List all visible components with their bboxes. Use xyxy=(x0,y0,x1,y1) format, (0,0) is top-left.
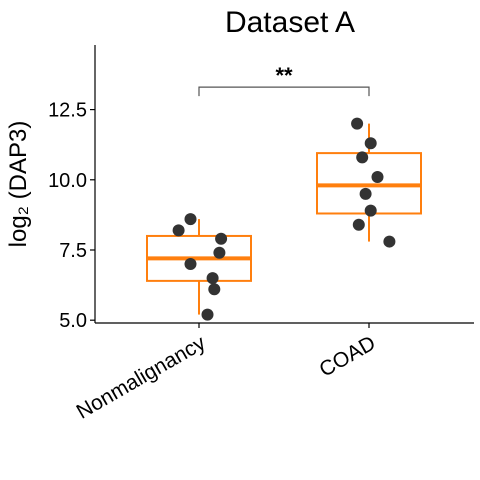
points-layer xyxy=(172,117,396,321)
data-point xyxy=(383,235,396,248)
boxes-layer xyxy=(146,123,422,315)
data-point xyxy=(364,204,377,217)
data-point xyxy=(184,213,197,226)
data-point xyxy=(184,258,197,271)
data-point xyxy=(352,218,365,231)
data-point xyxy=(215,232,228,245)
y-tick-label: 5.0 xyxy=(59,310,87,332)
y-axis-label: log₂ (DAP3) xyxy=(5,121,32,248)
y-tick-label: 7.5 xyxy=(59,240,87,262)
data-point xyxy=(364,137,377,150)
data-point xyxy=(356,151,369,164)
chart-title: Dataset A xyxy=(225,6,355,39)
x-tick-label: Nonmalignancy xyxy=(73,331,210,424)
data-point xyxy=(206,272,219,285)
y-tick-label: 10.0 xyxy=(48,170,87,192)
significance-bracket xyxy=(198,86,370,97)
data-point xyxy=(172,224,185,237)
data-point xyxy=(208,283,221,296)
axes: 5.0 7.5 10.0 12.5 Nonmalignancy COAD xyxy=(48,45,474,424)
data-point xyxy=(351,117,364,130)
data-point xyxy=(371,170,384,183)
y-tick-label: 12.5 xyxy=(48,100,87,122)
significance-label: ** xyxy=(275,63,293,88)
data-point xyxy=(213,246,226,259)
iqr-box xyxy=(316,152,422,215)
x-tick-label: COAD xyxy=(315,331,379,381)
data-point xyxy=(201,308,214,321)
box-nonmalignancy xyxy=(146,219,252,315)
annotations-layer: ** xyxy=(198,63,370,97)
data-point xyxy=(359,187,372,200)
